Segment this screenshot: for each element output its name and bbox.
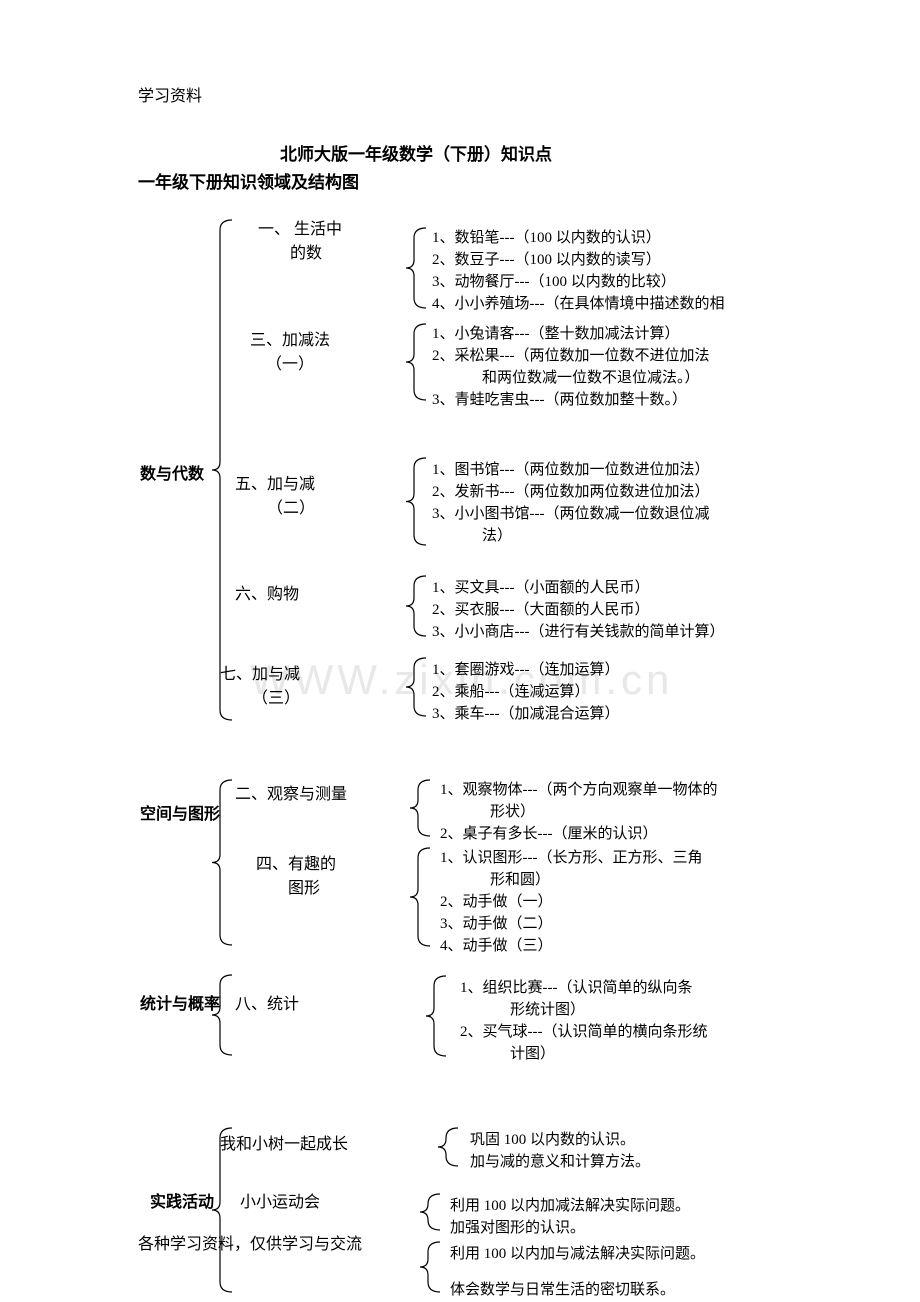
leaf-item: 巩固 100 以内数的认识。 (470, 1130, 635, 1152)
leaf-item: 2、采松果---（两位数加一位数不进位加法 (432, 346, 710, 368)
leaf-item: 1、图书馆---（两位数加一位数进位加法） (432, 460, 710, 482)
leaf-item: 和两位数减一位数不退位减法。） (482, 368, 700, 390)
mid-4-l1: 四、有趣的 (256, 856, 336, 873)
category-statistics: 统计与概率 (140, 990, 220, 1014)
leaf-item: 利用 100 以内加减法解决实际问题。 (450, 1196, 690, 1218)
mid-7-l1: 七、加与减 (220, 666, 300, 683)
mid-5: 五、加与减 （二） (235, 470, 315, 518)
mid-sports: 小小运动会 (240, 1188, 320, 1212)
leaf-item: 2、动手做（一） (440, 892, 553, 914)
leaf-item: 3、动物餐厅---（100 以内数的比较） (432, 272, 676, 294)
leaf-item: 1、套圈游戏---（连加运算） (432, 660, 620, 682)
mid-6: 六、购物 (235, 580, 299, 604)
leaf-item: 2、数豆子---（100 以内数的读写） (432, 250, 661, 272)
mid-4: 四、有趣的图形 (256, 850, 336, 898)
leaf-item: 2、买气球---（认识简单的横向条形统 (460, 1022, 708, 1044)
mid-3: 三、加减法 （一） (250, 326, 330, 374)
leaf-item: 3、小小商店---（进行有关钱款的简单计算） (432, 622, 725, 644)
leaf-item: 3、小小图书馆---（两位数减一位数退位减 (432, 504, 710, 526)
mid-1-l2: 的数 (258, 245, 322, 262)
mid-4-l2: 图形 (256, 880, 320, 897)
mid-5-l2: （二） (235, 500, 315, 517)
leaf-item: 1、买文具---（小面额的人民币） (432, 578, 650, 600)
leaf-item: 法） (482, 526, 512, 548)
mid-7: 七、加与减 （三） (220, 660, 300, 708)
leaf-item: 形和圆） (490, 870, 550, 892)
category-space-shape: 空间与图形 (140, 800, 220, 824)
leaf-item: 4、小小养殖场---（在具体情境中描述数的相 (432, 294, 725, 316)
leaf-item: 2、发新书---（两位数加两位数进位加法） (432, 482, 710, 504)
mid-8: 八、统计 (235, 990, 299, 1014)
leaf-item: 体会数学与日常生活的密切联系。 (450, 1280, 675, 1302)
leaf-item: 形状） (490, 802, 535, 824)
leaf-item: 1、小兔请客---（整十数加减法计算） (432, 324, 680, 346)
mid-5-l1: 五、加与减 (235, 476, 315, 493)
leaf-item: 2、桌子有多长---（厘米的认识） (440, 824, 658, 846)
leaf-item: 3、乘车---（加减混合运算） (432, 704, 620, 726)
leaf-item: 利用 100 以内加与减法解决实际问题。 (450, 1244, 705, 1266)
leaf-item: 1、组织比赛---（认识简单的纵向条 (460, 978, 693, 1000)
leaf-item: 加强对图形的认识。 (450, 1218, 585, 1240)
leaf-item: 形统计图） (510, 1000, 585, 1022)
leaf-item: 加与减的意义和计算方法。 (470, 1152, 650, 1174)
leaf-item: 2、买衣服---（大面额的人民币） (432, 600, 650, 622)
leaf-item: 1、观察物体---（两个方向观察单一物体的 (440, 780, 718, 802)
leaf-item: 3、青蛙吃害虫---（两位数加整十数。） (432, 390, 687, 412)
mid-grow: 我和小树一起成长 (220, 1130, 348, 1154)
leaf-item: 2、乘船---（连减运算） (432, 682, 590, 704)
brace-layer (0, 0, 920, 1302)
category-number-algebra: 数与代数 (140, 460, 204, 484)
leaf-item: 1、数铅笔---（100 以内数的认识） (432, 228, 661, 250)
mid-3-l2: （一） (250, 356, 314, 373)
mid-3-l1: 三、加减法 (250, 332, 330, 349)
mid-1-l1: 一、 生活中 (258, 221, 342, 238)
leaf-item: 计图） (510, 1044, 555, 1066)
leaf-item: 3、动手做（二） (440, 914, 553, 936)
category-practice: 实践活动 (150, 1188, 214, 1212)
leaf-item: 1、认识图形---（长方形、正方形、三角 (440, 848, 703, 870)
mid-1: 一、 生活中的数 (258, 215, 342, 263)
mid-7-l2: （三） (220, 690, 300, 707)
leaf-item: 4、动手做（三） (440, 936, 553, 958)
mid-2: 二、观察与测量 (235, 780, 347, 804)
